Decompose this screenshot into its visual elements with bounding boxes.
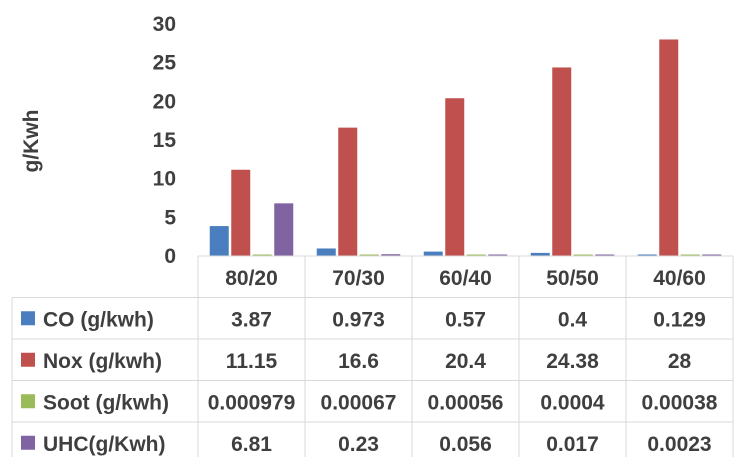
y-tick-label: 20 — [153, 90, 176, 113]
data-label: 0.00038 — [642, 391, 718, 414]
data-table: 80/20 70/30 60/40 50/50 40/60 CO (g/kwh) 3.87 0… — [11, 255, 734, 457]
data-label: 0.23 — [338, 433, 379, 456]
x-tick-label: 50/50 — [546, 267, 599, 290]
legend-swatch — [21, 394, 35, 409]
y-tick-labels: 0 5 10 15 20 25 30 — [153, 13, 177, 268]
bar — [274, 203, 294, 256]
data-label: 0.973 — [332, 308, 385, 331]
x-tick-label: 80/20 — [225, 267, 278, 290]
data-label: 0.017 — [546, 433, 599, 456]
y-tick-label: 30 — [153, 13, 176, 36]
bar — [680, 254, 700, 256]
legend-swatch — [21, 435, 35, 450]
bar — [209, 226, 229, 256]
bar — [423, 251, 443, 256]
x-tick-label: 60/40 — [439, 267, 492, 290]
legend-label: Soot (g/kwh) — [43, 391, 169, 414]
y-tick-label: 25 — [153, 52, 177, 75]
bar — [595, 254, 615, 256]
data-label: 0.0023 — [647, 433, 711, 456]
y-tick-label: 5 — [164, 206, 176, 229]
data-label: 28 — [668, 350, 692, 373]
bar — [637, 254, 657, 256]
data-label: 3.87 — [231, 308, 272, 331]
bar — [573, 254, 593, 256]
y-tick-label: 15 — [153, 129, 177, 152]
bars-group — [198, 39, 733, 257]
bar — [338, 127, 358, 256]
data-label: 0.056 — [439, 433, 492, 456]
x-tick-label: 70/30 — [332, 267, 385, 290]
bar — [231, 169, 251, 256]
data-label: 0.00056 — [428, 391, 504, 414]
legend-swatch — [21, 311, 35, 326]
data-label: 0.57 — [445, 308, 486, 331]
bar — [488, 254, 508, 256]
bar — [252, 254, 272, 256]
data-label: 16.6 — [338, 350, 379, 373]
legend-label: UHC(g/Kwh) — [43, 433, 165, 456]
data-label: 24.38 — [546, 350, 599, 373]
x-tick-label: 40/60 — [653, 267, 706, 290]
data-label: 11.15 — [226, 350, 278, 373]
bar — [466, 254, 486, 256]
data-label: 0.0004 — [540, 391, 605, 414]
data-label: 0.129 — [653, 308, 706, 331]
bar — [659, 39, 679, 256]
data-label: 0.000979 — [208, 391, 296, 414]
bar — [381, 254, 401, 256]
data-label: 6.81 — [231, 433, 272, 456]
y-axis-label: g/Kwh — [20, 110, 43, 173]
y-tick-label: 0 — [164, 245, 176, 268]
bar — [316, 248, 336, 256]
data-label: 0.00067 — [321, 391, 397, 414]
bar — [530, 252, 550, 256]
bar — [702, 254, 722, 256]
bar — [359, 254, 379, 256]
data-label: 0.4 — [558, 308, 588, 331]
bar — [552, 67, 572, 256]
data-label: 20.4 — [445, 350, 486, 373]
legend-label: Nox (g/kwh) — [43, 350, 162, 373]
legend-swatch — [21, 352, 35, 367]
bar — [445, 98, 465, 257]
y-tick-label: 10 — [153, 168, 176, 191]
legend-label: CO (g/kwh) — [43, 308, 154, 331]
